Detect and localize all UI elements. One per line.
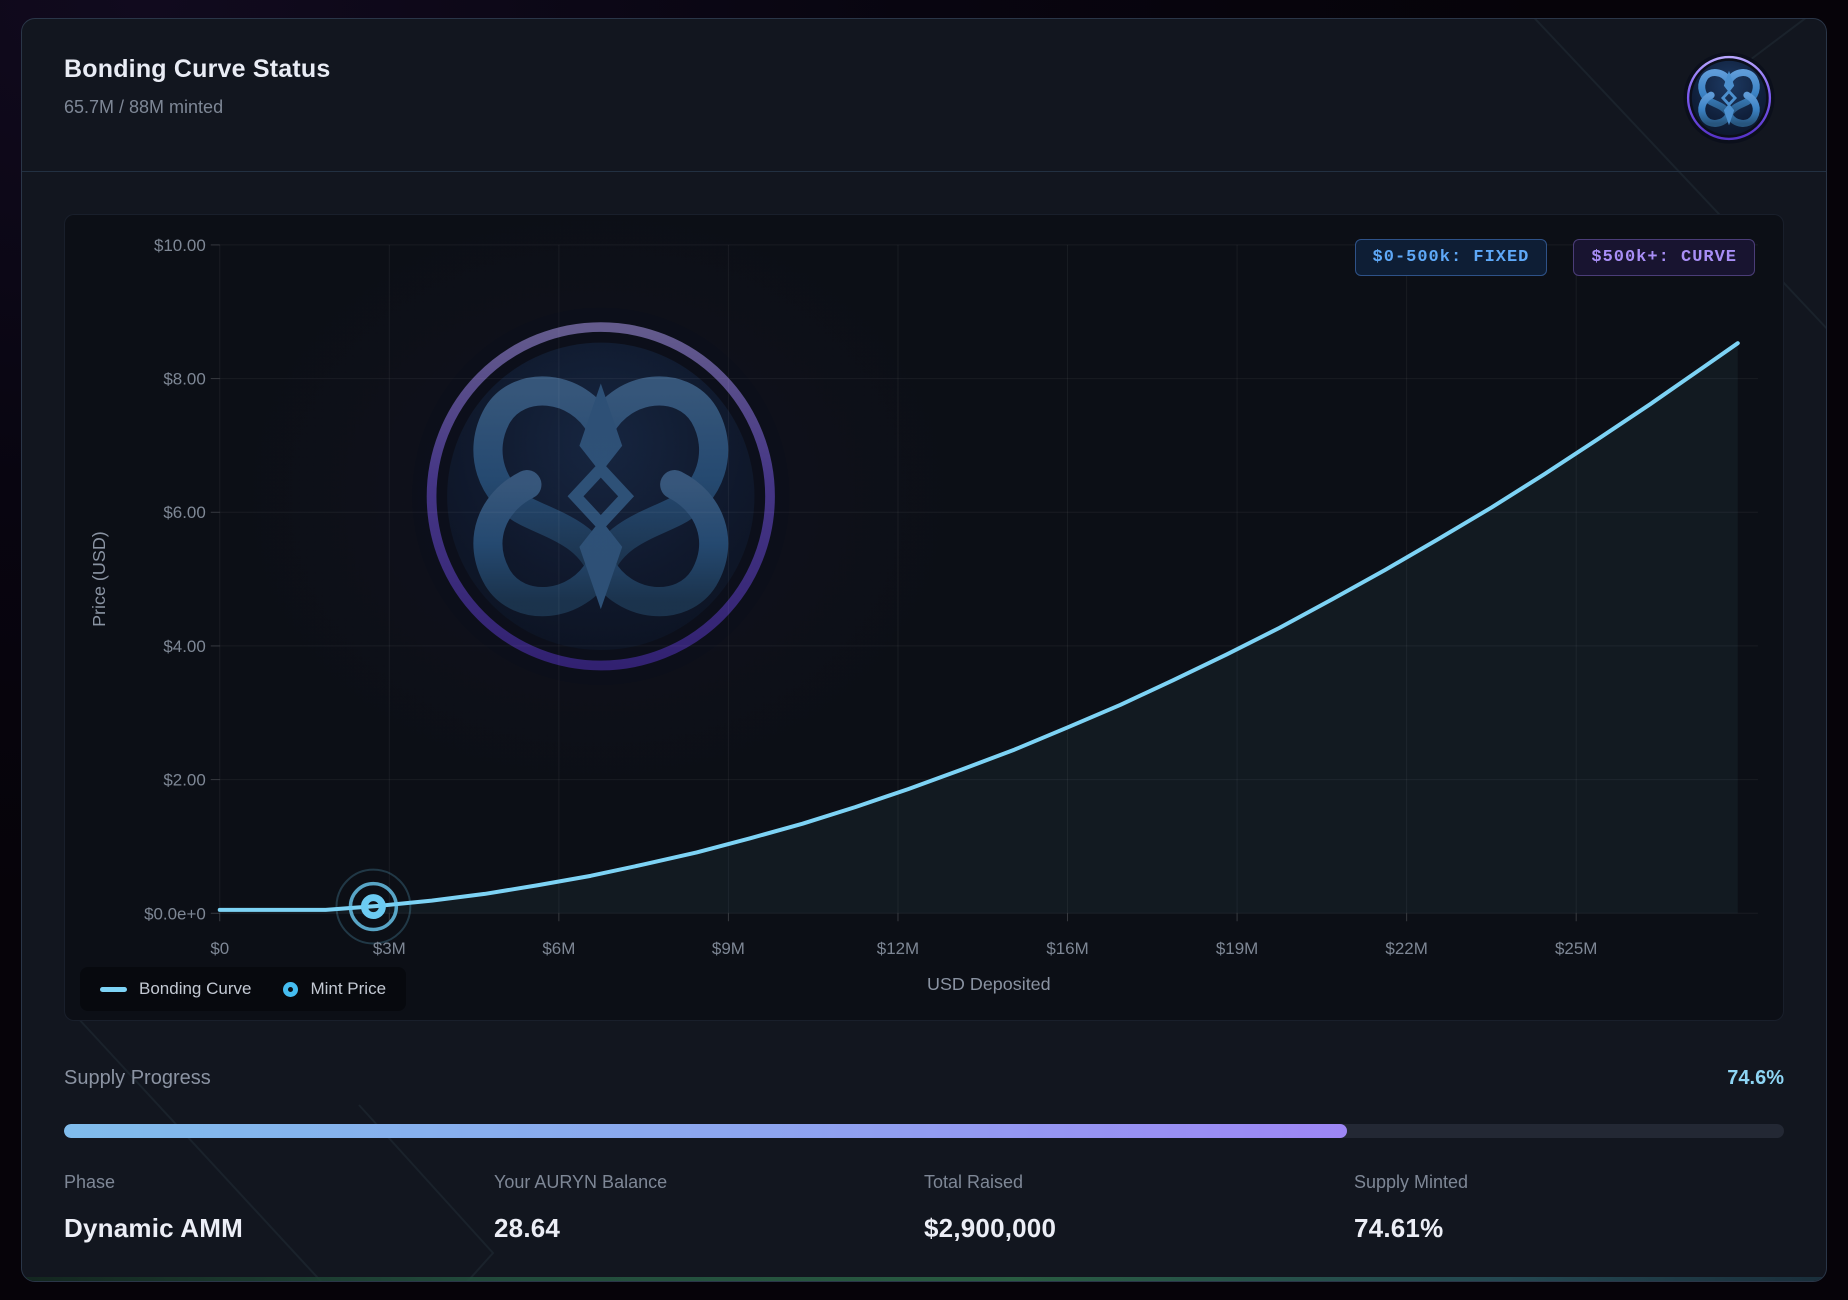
supply-progress-label: Supply Progress [64, 1067, 211, 1089]
supply-progress-value: 74.6% [1727, 1067, 1784, 1089]
svg-text:$6.00: $6.00 [163, 503, 205, 522]
svg-text:$25M: $25M [1555, 939, 1597, 958]
y-axis-label: Price (USD) [89, 531, 109, 627]
svg-text:$22M: $22M [1385, 939, 1427, 958]
stat-supply-minted: Supply Minted 74.61% [1354, 1172, 1784, 1244]
legend-item-mint-price[interactable]: Mint Price [283, 979, 386, 999]
stat-value: $2,900,000 [924, 1213, 1057, 1243]
stat-value: Dynamic AMM [64, 1213, 243, 1243]
page-title: Bonding Curve Status [64, 55, 331, 83]
phase-badges: $0-500k: FIXED $500k+: CURVE [1354, 239, 1755, 276]
auryn-logo-icon [1682, 51, 1776, 145]
svg-text:$8.00: $8.00 [163, 370, 205, 389]
svg-text:$12M: $12M [877, 939, 919, 958]
svg-text:$9M: $9M [712, 939, 745, 958]
svg-text:$4.00: $4.00 [163, 637, 205, 656]
svg-text:$6M: $6M [542, 939, 575, 958]
chart-plot-area: $0 $3M $6M $9M $12M $16M $19M $22M $25M $0.0e+0 $2… [89, 236, 1758, 994]
line-swatch-icon [100, 986, 127, 992]
card-header: Bonding Curve Status 65.7M / 88M minted [22, 19, 1826, 172]
svg-text:$2.00: $2.00 [163, 771, 205, 790]
stat-label: Total Raised [924, 1172, 1024, 1192]
legend-label: Mint Price [310, 979, 387, 998]
stat-phase: Phase Dynamic AMM [64, 1172, 494, 1244]
bonding-curve-chart: $0 $3M $6M $9M $12M $16M $19M $22M $25M $0.0e+0 $2… [64, 214, 1784, 1021]
dot-swatch-icon [283, 981, 299, 997]
bonding-curve-card: Bonding Curve Status 65.7M / 88M minted … [21, 18, 1827, 1282]
svg-text:$16M: $16M [1046, 939, 1088, 958]
supply-progress-fill [64, 1124, 1348, 1138]
stat-label: Your AURYN Balance [494, 1172, 668, 1192]
legend-item-bonding-curve[interactable]: Bonding Curve [100, 979, 251, 999]
stats-row: Phase Dynamic AMM Your AURYN Balance 28.… [64, 1172, 1784, 1244]
x-axis-label: USD Deposited [927, 974, 1051, 994]
stat-total-raised: Total Raised $2,900,000 [924, 1172, 1354, 1244]
svg-text:$3M: $3M [373, 939, 406, 958]
fixed-phase-badge: $0-500k: FIXED [1354, 239, 1548, 276]
stat-value: 74.61% [1354, 1213, 1444, 1243]
chart-legend: Bonding Curve Mint Price [80, 967, 407, 1011]
curve-phase-badge: $500k+: CURVE [1573, 239, 1755, 276]
supply-progress-section: Supply Progress 74.6% [64, 1067, 1784, 1138]
minted-subtitle: 65.7M / 88M minted [64, 97, 224, 117]
legend-label: Bonding Curve [139, 979, 252, 998]
supply-progress-bar [64, 1124, 1784, 1138]
stat-label: Phase [64, 1172, 116, 1192]
svg-text:$10.00: $10.00 [154, 236, 206, 255]
stat-label: Supply Minted [1354, 1172, 1469, 1192]
svg-text:$0: $0 [210, 939, 229, 958]
stat-auryn-balance: Your AURYN Balance 28.64 [494, 1172, 924, 1244]
svg-text:$19M: $19M [1216, 939, 1258, 958]
watermark-logo-icon [412, 308, 789, 685]
stat-value: 28.64 [494, 1213, 561, 1243]
svg-text:$0.0e+0: $0.0e+0 [144, 904, 206, 923]
